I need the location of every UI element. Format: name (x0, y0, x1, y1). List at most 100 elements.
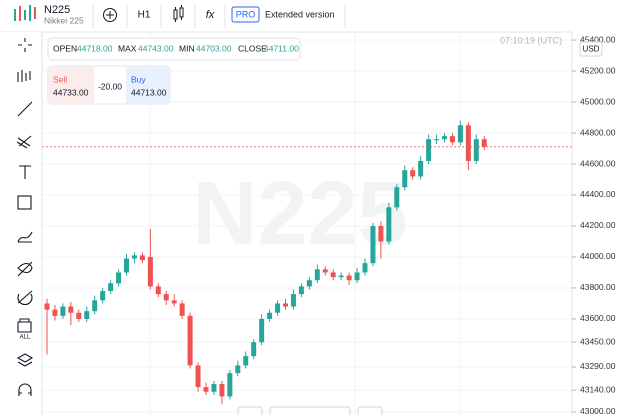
candle-body (418, 160, 424, 177)
candle-body (211, 384, 217, 392)
candle-body (243, 356, 249, 366)
ohlc-legend (47, 37, 301, 61)
buy-price[interactable]: 44713.00 (131, 87, 167, 97)
candle-body (410, 170, 416, 177)
candle-body (306, 280, 312, 287)
candle-body (378, 225, 384, 242)
candle-body (219, 384, 225, 397)
candle-body (442, 136, 447, 140)
reset-button[interactable] (357, 406, 383, 420)
candle-body (227, 373, 233, 397)
max-value: 44743.00 (138, 43, 174, 53)
max-label: MAX (118, 43, 137, 53)
delete-tool[interactable] (17, 318, 32, 333)
candle-body (473, 139, 479, 161)
candle-body (426, 139, 432, 161)
magnet-tool[interactable] (17, 290, 33, 306)
shape-tool[interactable] (17, 195, 32, 210)
symbol-name: Nikkei 225 (44, 15, 84, 25)
lock-tool[interactable] (18, 383, 32, 396)
candle-body (147, 256, 153, 287)
crosshair-tool[interactable] (18, 38, 32, 52)
add-button[interactable] (103, 8, 117, 22)
sell-button[interactable] (49, 67, 94, 103)
candle-body (322, 269, 328, 273)
symbol-icon (14, 5, 36, 21)
candle-body (92, 300, 98, 312)
candle-body (52, 309, 58, 316)
candle-body (481, 139, 487, 147)
candle-body (139, 255, 145, 261)
min-value: 44703.00 (196, 43, 232, 53)
candle-body (314, 269, 320, 281)
y-tick-label: 45400.00 (580, 34, 616, 44)
candle-body (394, 187, 400, 208)
timeframe[interactable]: H1 (138, 10, 151, 21)
close-value: 44711.00 (264, 43, 299, 53)
candle-body (179, 303, 185, 316)
candle-body (402, 170, 408, 188)
y-tick-label: 43450.00 (580, 336, 616, 346)
y-tick-label: 44000.00 (580, 251, 616, 261)
currency[interactable]: USD (583, 45, 600, 54)
price-axis (572, 32, 640, 415)
candle-body (235, 365, 241, 374)
candle-body (171, 300, 177, 304)
candle-body (346, 275, 352, 281)
candle-body (290, 294, 296, 307)
buy-label[interactable]: Buy (131, 74, 146, 84)
candle-body (68, 306, 74, 313)
pro-badge[interactable]: PRO (236, 9, 256, 19)
candle-body (203, 387, 209, 392)
left-toolbar (0, 32, 42, 415)
y-tick-label: 44400.00 (580, 189, 616, 199)
bars-tool[interactable] (17, 70, 31, 82)
trendline-tool[interactable] (17, 101, 33, 117)
candle-body (370, 225, 376, 264)
candle-body (330, 272, 336, 278)
chart-type-button[interactable] (173, 5, 184, 22)
layers-tool[interactable] (16, 353, 34, 367)
y-tick-label: 45200.00 (580, 65, 616, 75)
symbol[interactable]: N225 (44, 4, 70, 16)
candle-body (362, 263, 368, 273)
min-label: MIN (179, 43, 195, 53)
pro-badge-frame[interactable] (231, 6, 260, 23)
candle-body (386, 207, 392, 242)
candle-body (116, 272, 122, 284)
hide-tool[interactable] (17, 261, 33, 277)
candle-body (155, 286, 161, 295)
y-tick-label: 43600.00 (580, 313, 616, 323)
candle-body (338, 275, 344, 278)
open-value: 44718.00 (77, 43, 113, 53)
candle-body (108, 283, 114, 292)
scroll-buttons[interactable] (269, 406, 351, 420)
candle-body (275, 303, 281, 313)
candle-body (434, 139, 440, 141)
candle-body (457, 125, 463, 143)
buy-button[interactable] (126, 67, 169, 103)
extended-version[interactable]: Extended version (265, 9, 335, 19)
candle-body (84, 311, 90, 319)
y-tick-label: 44200.00 (580, 220, 616, 230)
sell-label[interactable]: Sell (53, 74, 67, 84)
pattern-tool[interactable] (17, 231, 33, 243)
close-label: CLOSE (238, 43, 267, 53)
fib-tool[interactable] (16, 135, 32, 149)
y-tick-label: 44800.00 (580, 127, 616, 137)
indicators-button[interactable]: fx (206, 9, 215, 21)
y-tick-label: 43800.00 (580, 282, 616, 292)
axis-labels: 45400.00 45200.00 45000.00 44800.00 44600.00… (572, 34, 616, 416)
text-tool[interactable] (19, 165, 31, 179)
open-label: OPEN (53, 43, 77, 53)
top-bar (0, 0, 640, 32)
all-label: ALL (20, 335, 31, 341)
candle-body (195, 365, 201, 388)
zoom-out-button[interactable] (237, 406, 263, 420)
candle-body (131, 255, 137, 259)
candle-body (251, 342, 257, 357)
candle-body (298, 286, 304, 295)
currency-box[interactable] (579, 41, 603, 57)
sell-price[interactable]: 44733.00 (53, 87, 89, 97)
